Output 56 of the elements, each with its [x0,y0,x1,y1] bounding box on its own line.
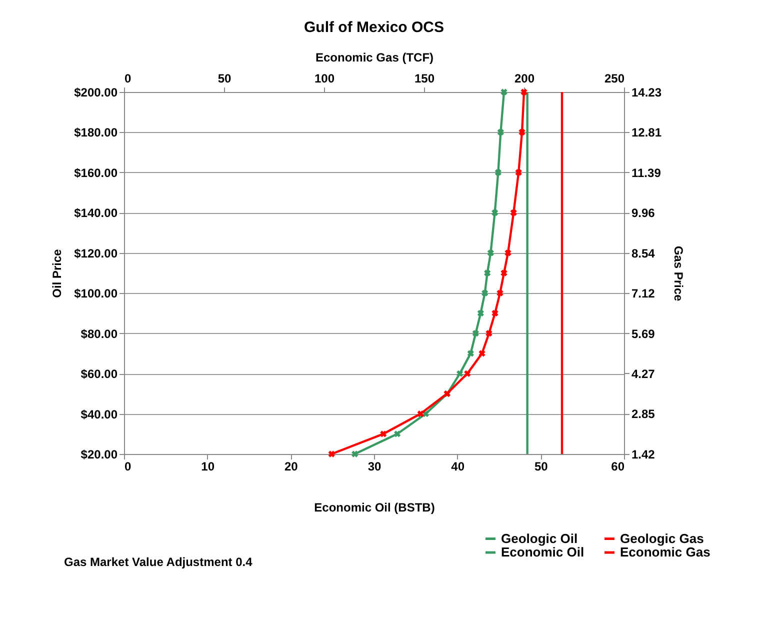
y2-tick-label: 14.23 [632,86,662,100]
x2-tick-label: 200 [514,72,535,86]
y2-tick-label: 4.27 [632,366,656,381]
x-tick-label: 20 [284,460,298,474]
x2-tick-label: 150 [414,72,435,86]
y2-tick-label: 2.85 [632,407,656,422]
text: Gas Market Value Adjustment 0.4 [64,555,253,569]
legend-label: Geologic Gas [620,530,704,546]
x-tick-label: 30 [368,460,382,474]
x-tick-label: 60 [611,460,625,474]
y-tick-label: $120.00 [74,246,118,260]
point [477,310,484,317]
point [497,128,504,136]
x2-tick-label: 250 [604,72,625,86]
point [484,270,491,276]
y-tick-label: $100.00 [74,286,118,301]
legend-label: Geologic Oil [501,530,578,546]
y-tick-label: $20.00 [80,448,118,462]
x-tick-label: 0 [124,460,132,474]
y-tick-label: $80.00 [80,326,118,341]
y2-tick-label: 9.96 [632,206,656,220]
y2-axis-title: Gas Price [672,246,686,302]
y2-tick-label: 7.12 [632,286,656,300]
point [472,330,479,337]
x2-axis-title: Economic Gas (TCF) [315,50,434,64]
chart-title: Gulf of Mexico OCS [304,19,444,36]
x-tick-label: 10 [201,460,215,474]
x-tick-label: 40 [451,460,465,474]
point [494,169,502,176]
y-tick-label: $160.00 [74,166,118,180]
y-tick-label: $60.00 [80,367,118,382]
y-tick-label: $140.00 [74,206,118,220]
point [394,430,401,438]
y-tick-label: $180.00 [74,126,118,140]
y2-tick-label: 11.39 [632,166,662,180]
point [500,88,508,96]
y2-tick-label: 5.69 [632,326,656,341]
point [482,290,488,296]
legend-label: Economic Oil [501,544,584,560]
x2-tick-label: 50 [218,72,232,86]
point [487,250,494,256]
legend-label: Economic Gas [620,544,710,560]
point [492,209,498,216]
x2-tick-label: 100 [314,72,335,86]
point [467,350,474,357]
y2-tick-label: 8.54 [632,246,656,260]
point [456,370,464,377]
x-tick-label: 50 [534,460,548,474]
y-axis-title: Oil Price [50,248,64,298]
x-axis-title: Economic Oil (BSTB) [314,500,435,514]
y-tick-label: $40.00 [80,407,118,422]
x2-tick-label: 0 [124,72,132,86]
y-tick-label: $200.00 [74,86,118,100]
y2-tick-label: 1.42 [632,448,656,462]
point [352,450,358,458]
y2-tick-label: 12.81 [632,126,662,140]
